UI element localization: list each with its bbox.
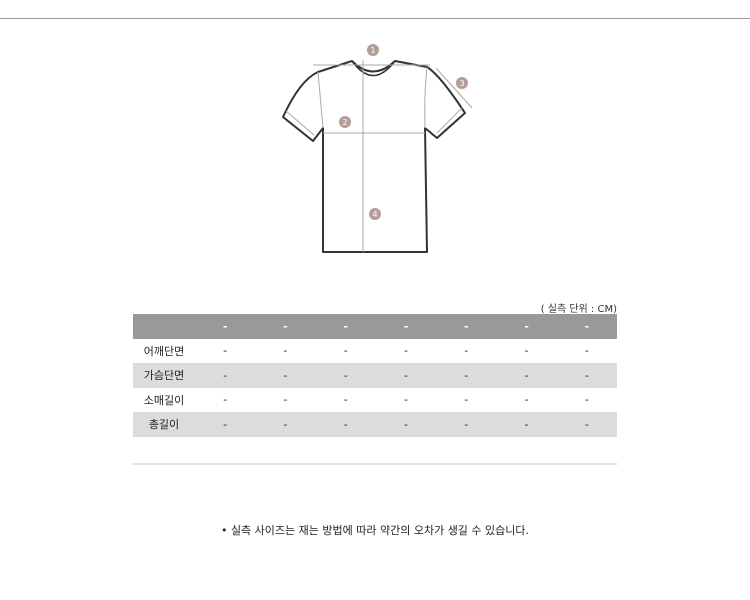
tshirt-measurement-diagram: 1 2 3 4 xyxy=(282,44,473,253)
marker-label: 2 xyxy=(342,118,347,127)
table-cell: - xyxy=(436,412,497,437)
table-cell: - xyxy=(436,363,497,388)
table-cell: - xyxy=(556,412,617,437)
table-cell: - xyxy=(223,393,228,407)
table-cell: - xyxy=(195,412,256,437)
table-cell: - xyxy=(584,344,589,358)
header-cell: - xyxy=(375,314,437,339)
table-cell: - xyxy=(403,344,408,358)
row-label: 가슴단면 xyxy=(133,363,195,388)
header-cell xyxy=(133,314,195,339)
table-cell: - xyxy=(283,344,288,358)
header-cell: - xyxy=(195,314,256,339)
marker-label: 4 xyxy=(372,210,377,219)
table-cell: - xyxy=(375,412,437,437)
table-cell: - xyxy=(556,363,617,388)
header-cell: - xyxy=(496,314,557,339)
table-cell: - xyxy=(223,344,228,358)
header-cell: - xyxy=(556,314,617,339)
table-cell: - xyxy=(255,363,316,388)
bottom-divider xyxy=(133,463,617,465)
table-cell: - xyxy=(524,393,529,407)
marker-2 xyxy=(339,116,351,128)
header-row: ------- xyxy=(133,314,617,339)
table-row: 소매길이 - - - - - - - xyxy=(133,388,617,413)
table-cell: - xyxy=(584,393,589,407)
table-cell: - xyxy=(283,393,288,407)
table-row: 어깨단면 - - - - - - - xyxy=(133,339,617,364)
table-cell: - xyxy=(464,344,469,358)
table-cell: - xyxy=(315,363,376,388)
table-cell: - xyxy=(496,363,557,388)
table-cell: - xyxy=(496,412,557,437)
table-cell: - xyxy=(375,363,437,388)
unit-note: ( 실측 단위 : CM) xyxy=(540,304,617,315)
row-label: 소매길이 xyxy=(143,393,185,407)
table-cell: - xyxy=(255,412,316,437)
marker-label: 3 xyxy=(459,79,464,88)
header-cell: - xyxy=(255,314,316,339)
marker-3 xyxy=(456,77,468,89)
table-cell: - xyxy=(343,344,348,358)
size-table: ------- 어깨단면 - - - - - - - 가슴단면 - - - - - - - 소매길이 - - - - - -… xyxy=(133,314,617,437)
table-row: 총길이 - - - - - - - xyxy=(133,412,617,437)
top-divider xyxy=(0,18,750,19)
marker-label: 1 xyxy=(370,46,375,55)
header-cell: - xyxy=(315,314,376,339)
table-cell: - xyxy=(403,393,408,407)
marker-4 xyxy=(369,208,381,220)
table-cell: - xyxy=(195,363,256,388)
header-cell: - xyxy=(436,314,497,339)
row-label: 총길이 xyxy=(133,412,195,437)
table-cell: - xyxy=(464,393,469,407)
table-cell: - xyxy=(315,412,376,437)
marker-1 xyxy=(367,44,379,56)
table-cell: - xyxy=(524,344,529,358)
measurement-note: • 실측 사이즈는 재는 방법에 따라 약간의 오차가 생길 수 있습니다. xyxy=(220,524,530,537)
row-label: 어깨단면 xyxy=(143,344,185,358)
table-row: 가슴단면 - - - - - - - xyxy=(133,363,617,388)
table-cell: - xyxy=(343,393,348,407)
